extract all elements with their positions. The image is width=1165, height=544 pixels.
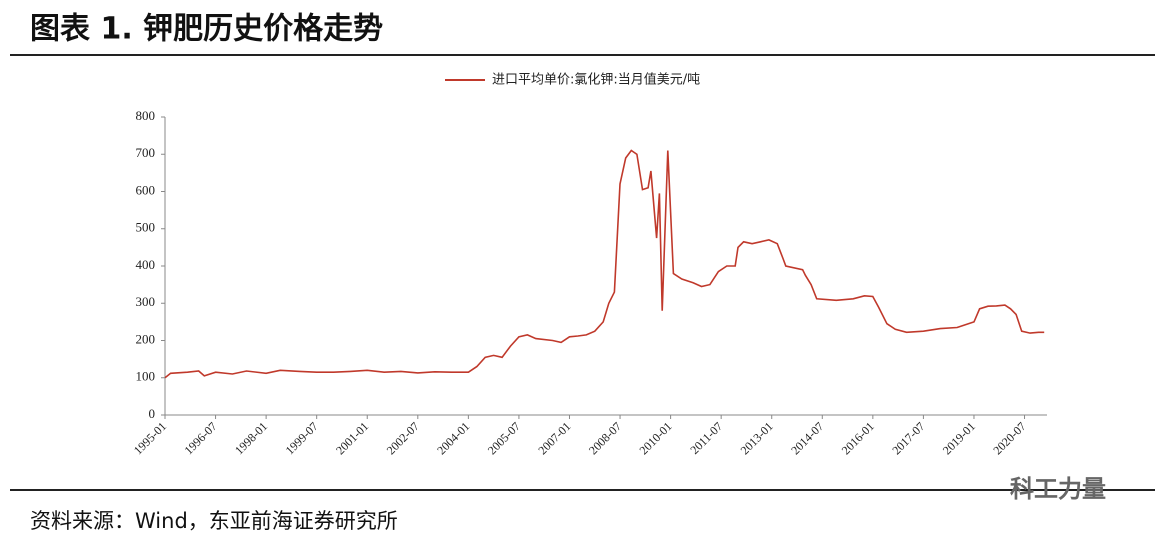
x-tick-label: 1998-01	[232, 419, 270, 457]
y-tick-label: 200	[136, 331, 156, 346]
x-tick-label: 1995-01	[131, 419, 169, 457]
chart: 0 100 200 300 400 500 600 700 800 1995-01 1996-07 1…	[131, 72, 1047, 457]
y-tick-label: 300	[136, 294, 156, 309]
x-tick-label: 2002-07	[384, 419, 422, 457]
watermark: 科工力量	[1010, 475, 1106, 503]
x-tick-label: 2007-01	[535, 419, 573, 457]
series-line	[164, 149, 1045, 379]
x-tick-label: 2017-07	[889, 419, 927, 457]
y-tick-label: 800	[136, 108, 156, 123]
x-tick-label: 2020-07	[990, 419, 1028, 457]
x-tick-label: 2004-01	[434, 419, 472, 457]
x-tick-label: 2011-07	[687, 419, 725, 457]
x-tick-label: 2008-07	[586, 419, 624, 457]
x-tick-label: 2001-01	[333, 419, 371, 457]
y-tick-label: 500	[136, 220, 156, 235]
y-tick-label: 100	[136, 369, 156, 384]
y-tick-label: 600	[136, 182, 156, 197]
legend-label: 进口平均单价:氯化钾:当月值美元/吨	[492, 72, 700, 88]
x-tick-label: 1999-07	[283, 419, 321, 457]
x-tick-label: 2010-01	[636, 419, 674, 457]
x-tick-label: 2019-01	[940, 419, 978, 457]
source-note: 资料来源：Wind，东亚前海证券研究所	[30, 509, 398, 533]
y-tick-label: 0	[149, 406, 156, 421]
x-tick-label: 2016-01	[839, 419, 877, 457]
x-tick-label: 2014-07	[788, 419, 826, 457]
figure-title: 图表 1. 钾肥历史价格走势	[30, 12, 383, 47]
y-tick-label: 700	[136, 145, 156, 160]
y-tick-label: 400	[136, 257, 156, 272]
x-tick-label: 1996-07	[181, 419, 219, 457]
x-tick-label: 2005-07	[485, 419, 523, 457]
x-tick-label: 2013-01	[738, 419, 776, 457]
